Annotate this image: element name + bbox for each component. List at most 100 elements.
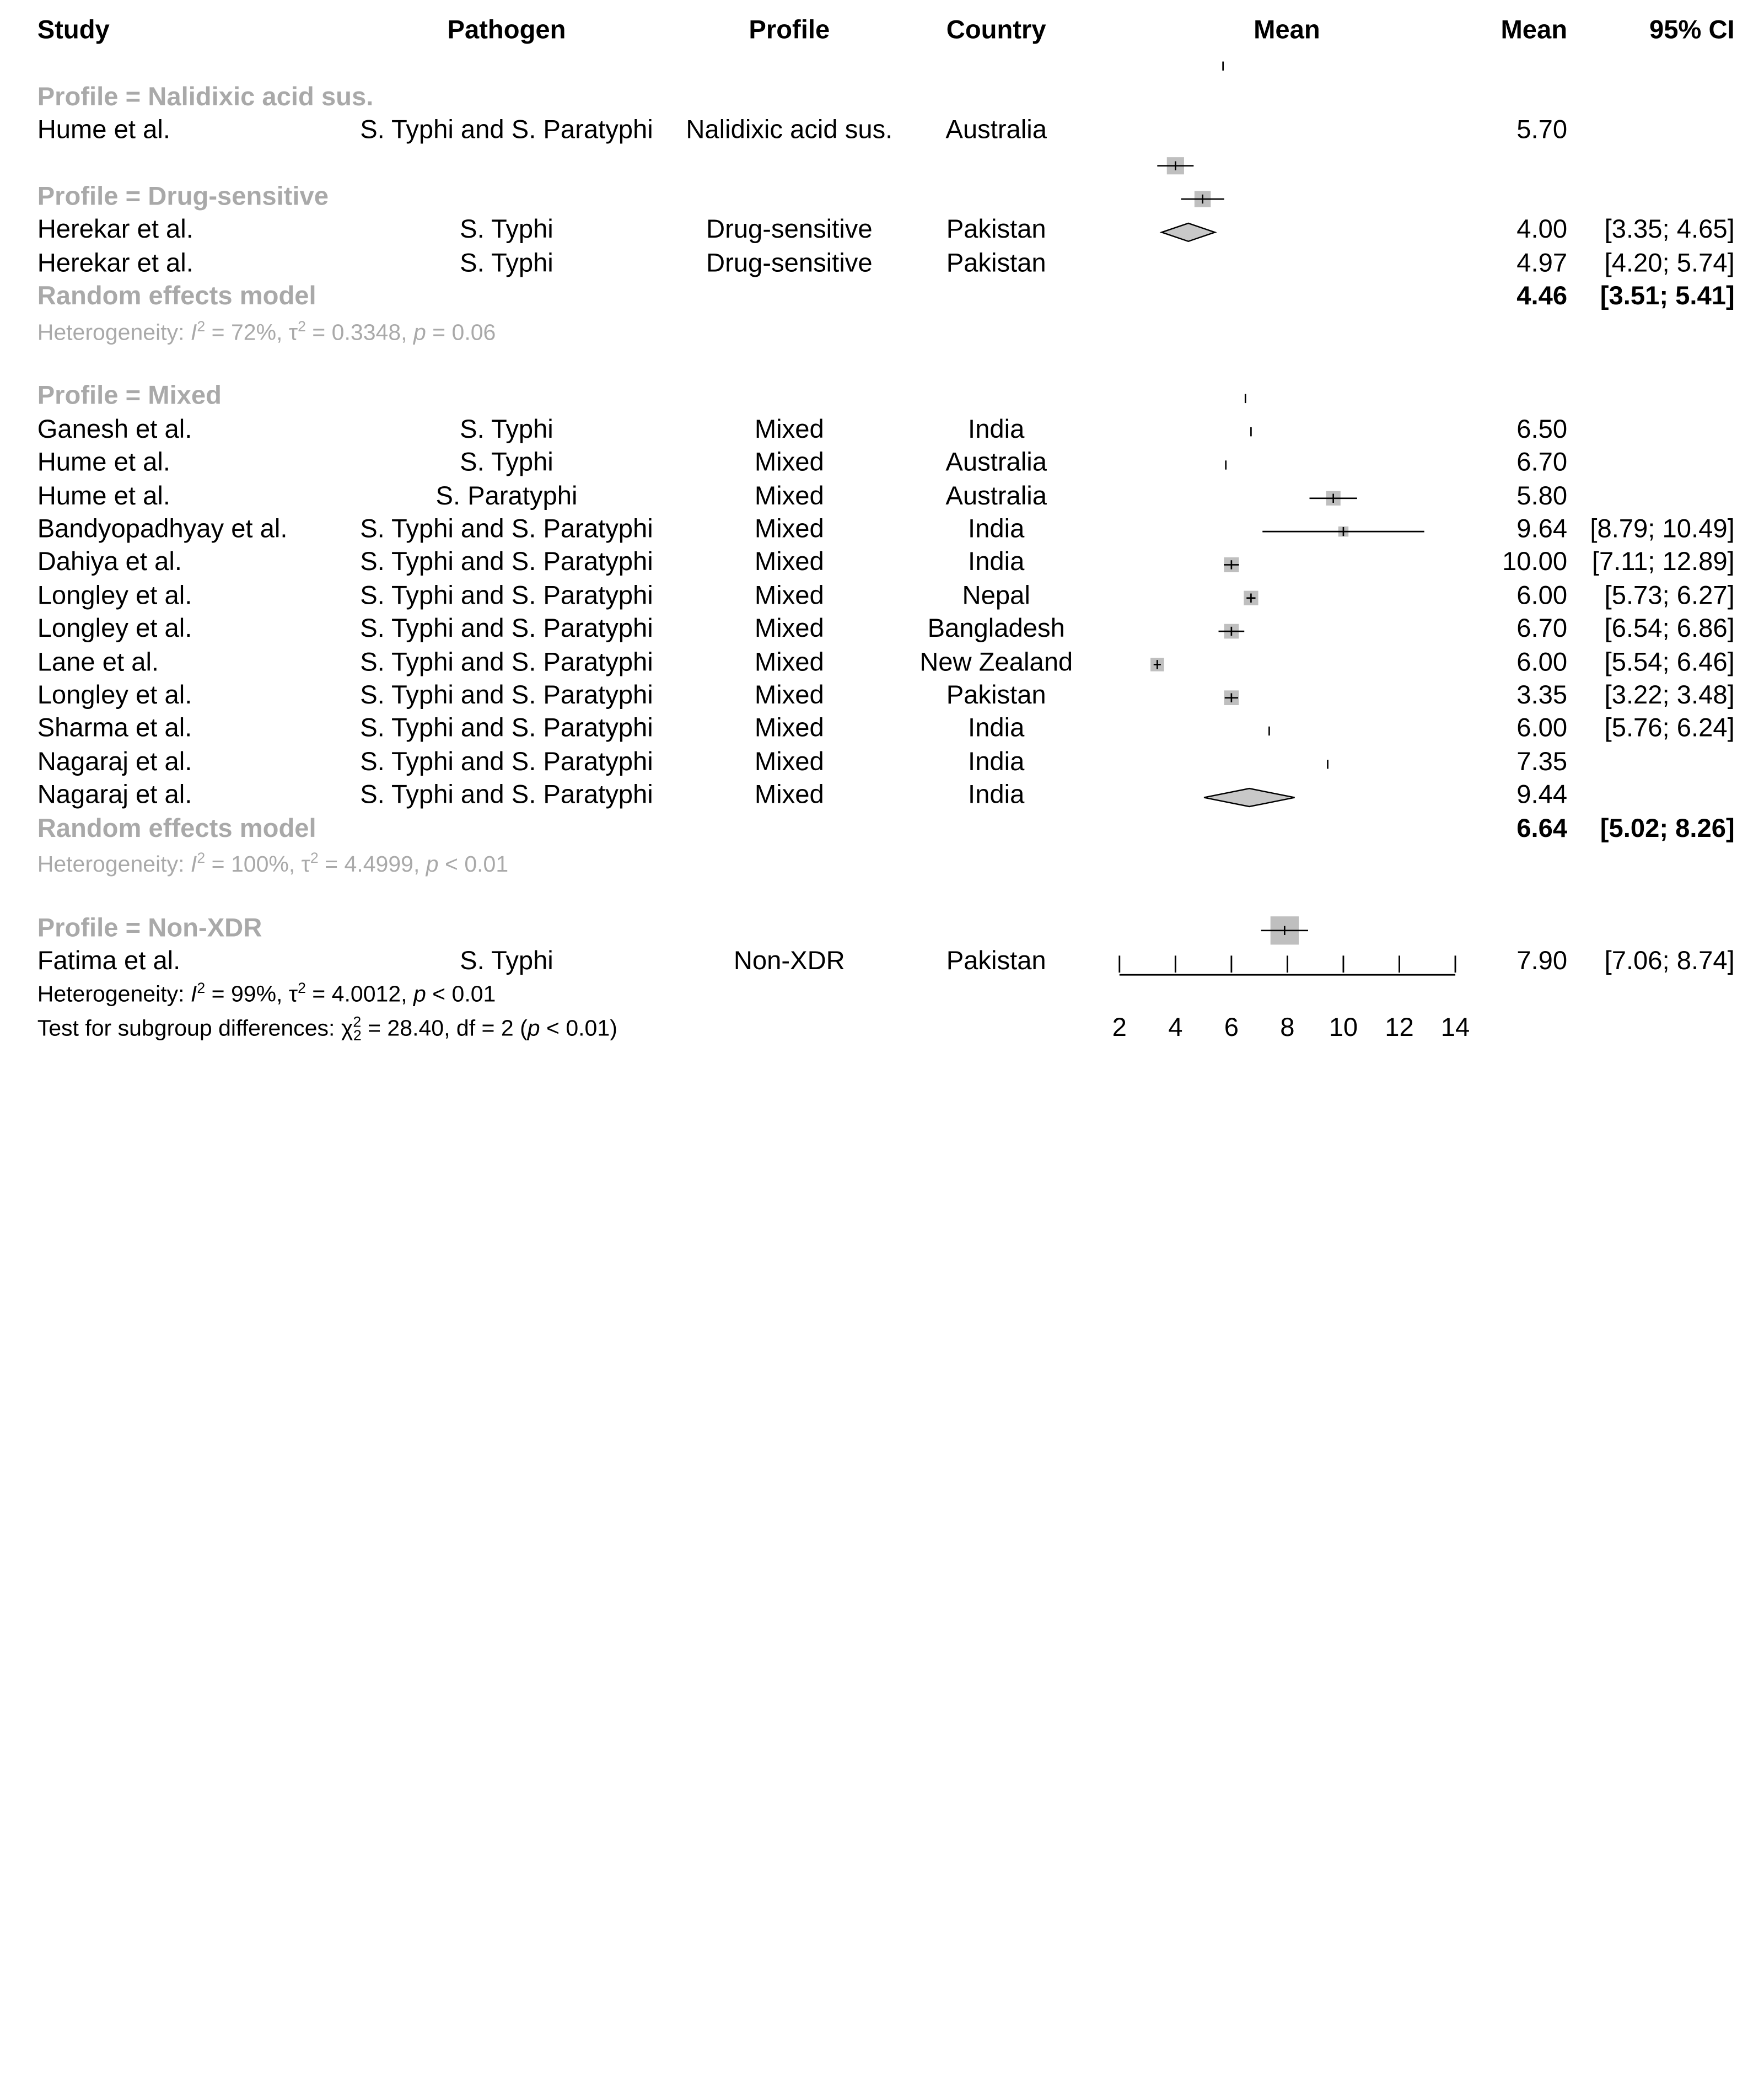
pathogen: S. Typhi and S. Paratyphi	[360, 746, 653, 776]
study-name: Herekar et al.	[37, 247, 193, 277]
superscript-two: 2	[298, 318, 306, 335]
mean-value: 3.35	[1516, 679, 1568, 710]
profile: Drug-sensitive	[706, 214, 873, 244]
country: New Zealand	[919, 646, 1073, 676]
mean-value: 5.80	[1516, 480, 1568, 510]
chi-value: = 28.40, df = 2 (	[361, 1016, 528, 1041]
pathogen: S. Typhi and S. Paratyphi	[360, 546, 653, 576]
i-squared-symbol: I	[190, 982, 197, 1008]
mean-value: 7.35	[1516, 746, 1568, 776]
x-axis-tick-label: 4	[1168, 1012, 1182, 1041]
profile: Mixed	[754, 480, 824, 510]
random-effects-diamond	[1203, 787, 1295, 808]
p-value: < 0.01)	[540, 1016, 617, 1041]
random-effects-ci: [3.51; 5.41]	[1600, 281, 1735, 310]
country: India	[968, 413, 1025, 443]
mean-value: 5.70	[1516, 114, 1568, 144]
x-axis-tick-label: 10	[1329, 1012, 1358, 1041]
tau-squared-symbol: τ	[301, 852, 310, 878]
profile: Mixed	[754, 646, 824, 676]
p-value: = 0.06	[426, 320, 496, 346]
profile: Mixed	[754, 713, 824, 743]
superscript-two: 2	[197, 318, 206, 335]
ci-value: [3.22; 3.48]	[1604, 679, 1735, 710]
profile: Mixed	[754, 779, 824, 809]
study-name: Ganesh et al.	[37, 413, 192, 443]
country: India	[968, 546, 1025, 576]
x-axis-tick-label: 14	[1441, 1012, 1470, 1041]
superscript-two: 2	[197, 850, 206, 867]
country: India	[968, 513, 1025, 543]
pathogen: S. Typhi and S. Paratyphi	[360, 779, 653, 809]
country: Pakistan	[946, 946, 1046, 975]
pathogen: S. Paratyphi	[435, 480, 578, 510]
study-name: Longley et al.	[37, 579, 192, 610]
forest-plot-canvas: 2 4 6 8 10 12 14	[1112, 61, 1470, 1041]
country: Pakistan	[946, 214, 1046, 244]
ci-value: [5.73; 6.27]	[1604, 579, 1735, 610]
header-profile: Profile	[749, 14, 830, 45]
test-prefix: Test for subgroup differences:	[37, 1016, 341, 1041]
random-effects-label: Random effects model	[37, 281, 316, 310]
random-effects-label: Random effects model	[37, 813, 316, 842]
het-prefix: Heterogeneity:	[37, 982, 191, 1008]
i-squared-value: = 72%,	[205, 320, 289, 346]
header-pathogen: Pathogen	[447, 14, 566, 45]
tau-squared-symbol: τ	[288, 320, 298, 346]
country: Bangladesh	[927, 613, 1065, 643]
p-symbol: p	[527, 1016, 540, 1041]
mean-value: 6.00	[1516, 646, 1568, 676]
subgroup-heterogeneity: Heterogeneity: I2 = 72%, τ2 = 0.3348, p …	[37, 319, 496, 345]
subgroup-label: Profile = Drug-sensitive	[37, 181, 329, 211]
x-axis-tick-label: 8	[1280, 1012, 1294, 1041]
country: India	[968, 779, 1025, 809]
random-effects-ci: [5.02; 8.26]	[1600, 813, 1735, 842]
study-name: Nagaraj et al.	[37, 779, 192, 809]
pathogen: S. Typhi	[460, 214, 553, 244]
country: Australia	[945, 114, 1047, 144]
pathogen: S. Typhi and S. Paratyphi	[360, 613, 653, 643]
subgroup-label: Profile = Mixed	[37, 380, 222, 410]
study-name: Herekar et al.	[37, 214, 193, 244]
superscript-two: 2	[310, 850, 319, 867]
profile: Mixed	[754, 679, 824, 710]
study-name: Longley et al.	[37, 613, 192, 643]
x-axis-tick-label: 6	[1224, 1012, 1239, 1041]
x-axis-tick-label: 12	[1385, 1012, 1413, 1041]
chi-symbol: χ	[341, 1016, 353, 1041]
pathogen: S. Typhi	[460, 946, 553, 975]
country: Pakistan	[946, 247, 1046, 277]
profile: Mixed	[754, 546, 824, 576]
p-value: < 0.01	[426, 982, 496, 1008]
pathogen: S. Typhi and S. Paratyphi	[360, 713, 653, 743]
pathogen: S. Typhi and S. Paratyphi	[360, 646, 653, 676]
i-squared-value: = 99%,	[205, 982, 289, 1008]
ci-value: [5.54; 6.46]	[1604, 646, 1735, 676]
pathogen: S. Typhi and S. Paratyphi	[360, 679, 653, 710]
profile: Drug-sensitive	[706, 247, 873, 277]
mean-value: 10.00	[1502, 546, 1568, 576]
i-squared-symbol: I	[190, 852, 197, 878]
mean-value: 6.00	[1516, 579, 1568, 610]
country: India	[968, 746, 1025, 776]
p-value: < 0.01	[438, 852, 509, 878]
profile: Mixed	[754, 513, 824, 543]
superscript-two: 2	[197, 979, 206, 997]
pathogen: S. Typhi and S. Paratyphi	[360, 114, 653, 144]
study-name: Nagaraj et al.	[37, 746, 192, 776]
tau-squared-value: = 4.0012,	[305, 982, 413, 1008]
profile: Non-XDR	[733, 946, 845, 975]
p-symbol: p	[413, 320, 426, 346]
study-name: Hume et al.	[37, 480, 170, 510]
i-squared-value: = 100%,	[205, 852, 302, 878]
study-name: Dahiya et al.	[37, 546, 182, 576]
pathogen: S. Typhi	[460, 447, 553, 476]
profile: Mixed	[754, 579, 824, 610]
superscript-two: 2	[298, 979, 306, 997]
p-symbol: p	[426, 852, 439, 878]
study-name: Bandyopadhyay et al.	[37, 513, 288, 543]
superscript-two: 2	[353, 1012, 362, 1030]
ci-value: [5.76; 6.24]	[1604, 713, 1735, 743]
study-name: Hume et al.	[37, 447, 170, 476]
